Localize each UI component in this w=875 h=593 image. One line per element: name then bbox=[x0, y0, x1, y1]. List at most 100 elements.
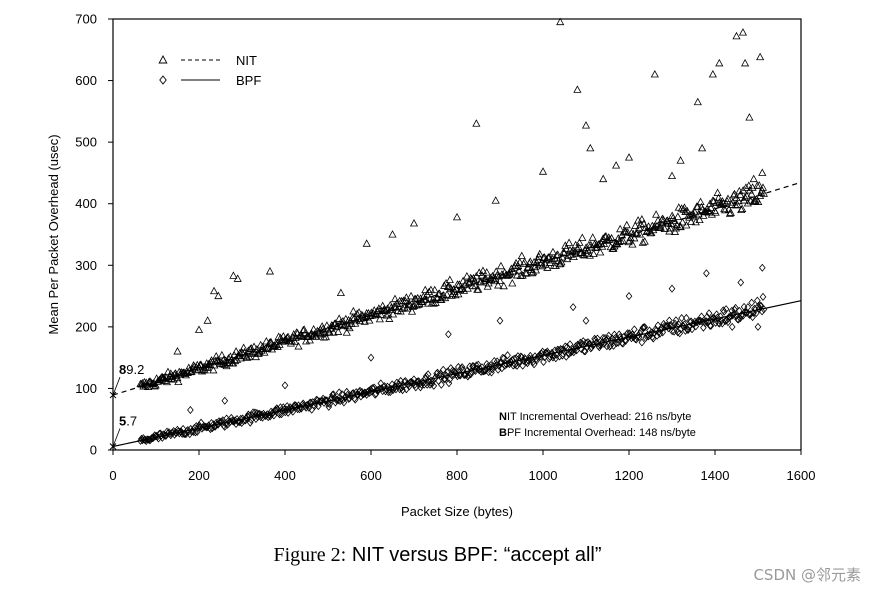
bpf-point bbox=[611, 330, 618, 339]
bpf-point bbox=[194, 423, 202, 432]
nit-point bbox=[693, 202, 702, 210]
nit-point bbox=[556, 17, 565, 26]
nit-point bbox=[380, 305, 389, 313]
nit-point bbox=[499, 281, 508, 290]
bpf-point bbox=[266, 412, 274, 421]
bpf-point bbox=[700, 323, 707, 332]
nit-point bbox=[496, 261, 506, 270]
bpf-point bbox=[723, 316, 731, 325]
bpf-point bbox=[317, 397, 325, 406]
nit-point bbox=[194, 325, 204, 333]
bpf-point bbox=[540, 357, 547, 366]
nit-point bbox=[573, 85, 582, 93]
nit-point bbox=[209, 286, 219, 295]
bpf-point bbox=[610, 341, 617, 350]
bpf-point bbox=[305, 403, 313, 412]
nit-point bbox=[231, 347, 241, 355]
series-points bbox=[136, 17, 769, 446]
nit-point bbox=[559, 248, 568, 256]
scatter-chart: 0 200 400 600 800 1000 1200 1400 1600 0 100 200 300… bbox=[46, 12, 815, 520]
bpf-point bbox=[440, 375, 448, 384]
bpf-point bbox=[596, 343, 603, 352]
nit-point bbox=[218, 359, 227, 368]
x-tick-label: 200 bbox=[188, 468, 210, 483]
nit-point bbox=[621, 227, 630, 235]
nit-point bbox=[717, 200, 726, 209]
nit-point bbox=[749, 197, 758, 205]
nit-point bbox=[575, 238, 584, 246]
bpf-point bbox=[373, 386, 381, 395]
bpf-point bbox=[307, 398, 315, 407]
nit-point bbox=[743, 198, 752, 207]
bpf-point bbox=[737, 278, 745, 287]
nit-point bbox=[343, 321, 352, 330]
nit-point bbox=[607, 233, 616, 242]
nit-point bbox=[612, 161, 621, 169]
nit-point bbox=[585, 251, 594, 259]
nit-point bbox=[409, 301, 418, 310]
bpf-point bbox=[424, 370, 432, 379]
nit-point bbox=[595, 240, 604, 248]
bpf-point bbox=[296, 405, 303, 414]
nit-point bbox=[631, 221, 640, 229]
nit-point bbox=[534, 252, 543, 260]
nit-point bbox=[480, 274, 489, 283]
nit-point bbox=[747, 189, 756, 198]
nit-point bbox=[315, 328, 324, 337]
nit-point bbox=[321, 332, 331, 341]
bpf-point bbox=[707, 321, 715, 330]
legend: NIT BPF bbox=[158, 53, 261, 88]
y-tick-label: 200 bbox=[75, 319, 97, 334]
bpf-point bbox=[592, 335, 599, 344]
nit-point bbox=[715, 58, 724, 67]
nit-point bbox=[638, 238, 647, 246]
nit-point bbox=[474, 285, 483, 293]
x-tick-label: 800 bbox=[446, 468, 468, 483]
nit-point bbox=[214, 291, 223, 300]
nit-point bbox=[459, 286, 469, 294]
nit-point bbox=[623, 228, 632, 236]
nit-point bbox=[676, 222, 685, 231]
intercept-leader bbox=[112, 428, 121, 447]
bpf-point bbox=[732, 303, 739, 312]
bpf-point bbox=[399, 386, 406, 395]
nit-point bbox=[472, 271, 481, 280]
nit-point bbox=[675, 221, 684, 230]
caption-title: NIT versus BPF: “accept all” bbox=[351, 544, 602, 566]
bpf-point bbox=[720, 307, 728, 316]
nit-point bbox=[738, 204, 747, 213]
bpf-point bbox=[731, 305, 738, 314]
nit-point bbox=[577, 248, 586, 256]
nit-point bbox=[509, 267, 518, 275]
nit-point bbox=[754, 197, 763, 205]
nit-point bbox=[173, 347, 182, 355]
nit-point bbox=[698, 143, 707, 152]
bpf-point bbox=[511, 360, 519, 369]
bpf-point bbox=[264, 413, 272, 422]
bpf-point bbox=[728, 322, 736, 331]
bpf-point bbox=[177, 427, 185, 436]
bpf-point bbox=[326, 399, 334, 408]
bpf-point bbox=[685, 322, 693, 331]
nit-point bbox=[580, 250, 589, 259]
bpf-point bbox=[285, 405, 293, 414]
y-tick-label: 600 bbox=[75, 73, 97, 88]
bpf-point bbox=[722, 305, 730, 314]
nit-point bbox=[624, 153, 634, 161]
nit-point bbox=[445, 275, 454, 283]
nit-point bbox=[336, 288, 345, 296]
bpf-point bbox=[638, 338, 646, 347]
bpf-point bbox=[357, 392, 365, 401]
overhead-annotations: NIT Incremental Overhead: 216 ns/byte BPF… bbox=[499, 411, 696, 439]
bpf-point bbox=[678, 314, 685, 323]
nit-point bbox=[362, 239, 371, 247]
nit-point bbox=[726, 208, 735, 216]
nit-point bbox=[626, 233, 635, 241]
nit-point bbox=[616, 224, 625, 233]
nit-point bbox=[674, 203, 683, 211]
nit-point bbox=[415, 299, 424, 307]
bpf-point bbox=[668, 284, 676, 293]
nit-point bbox=[375, 314, 384, 323]
nit-point bbox=[745, 113, 754, 121]
y-tick-label: 300 bbox=[75, 258, 97, 273]
